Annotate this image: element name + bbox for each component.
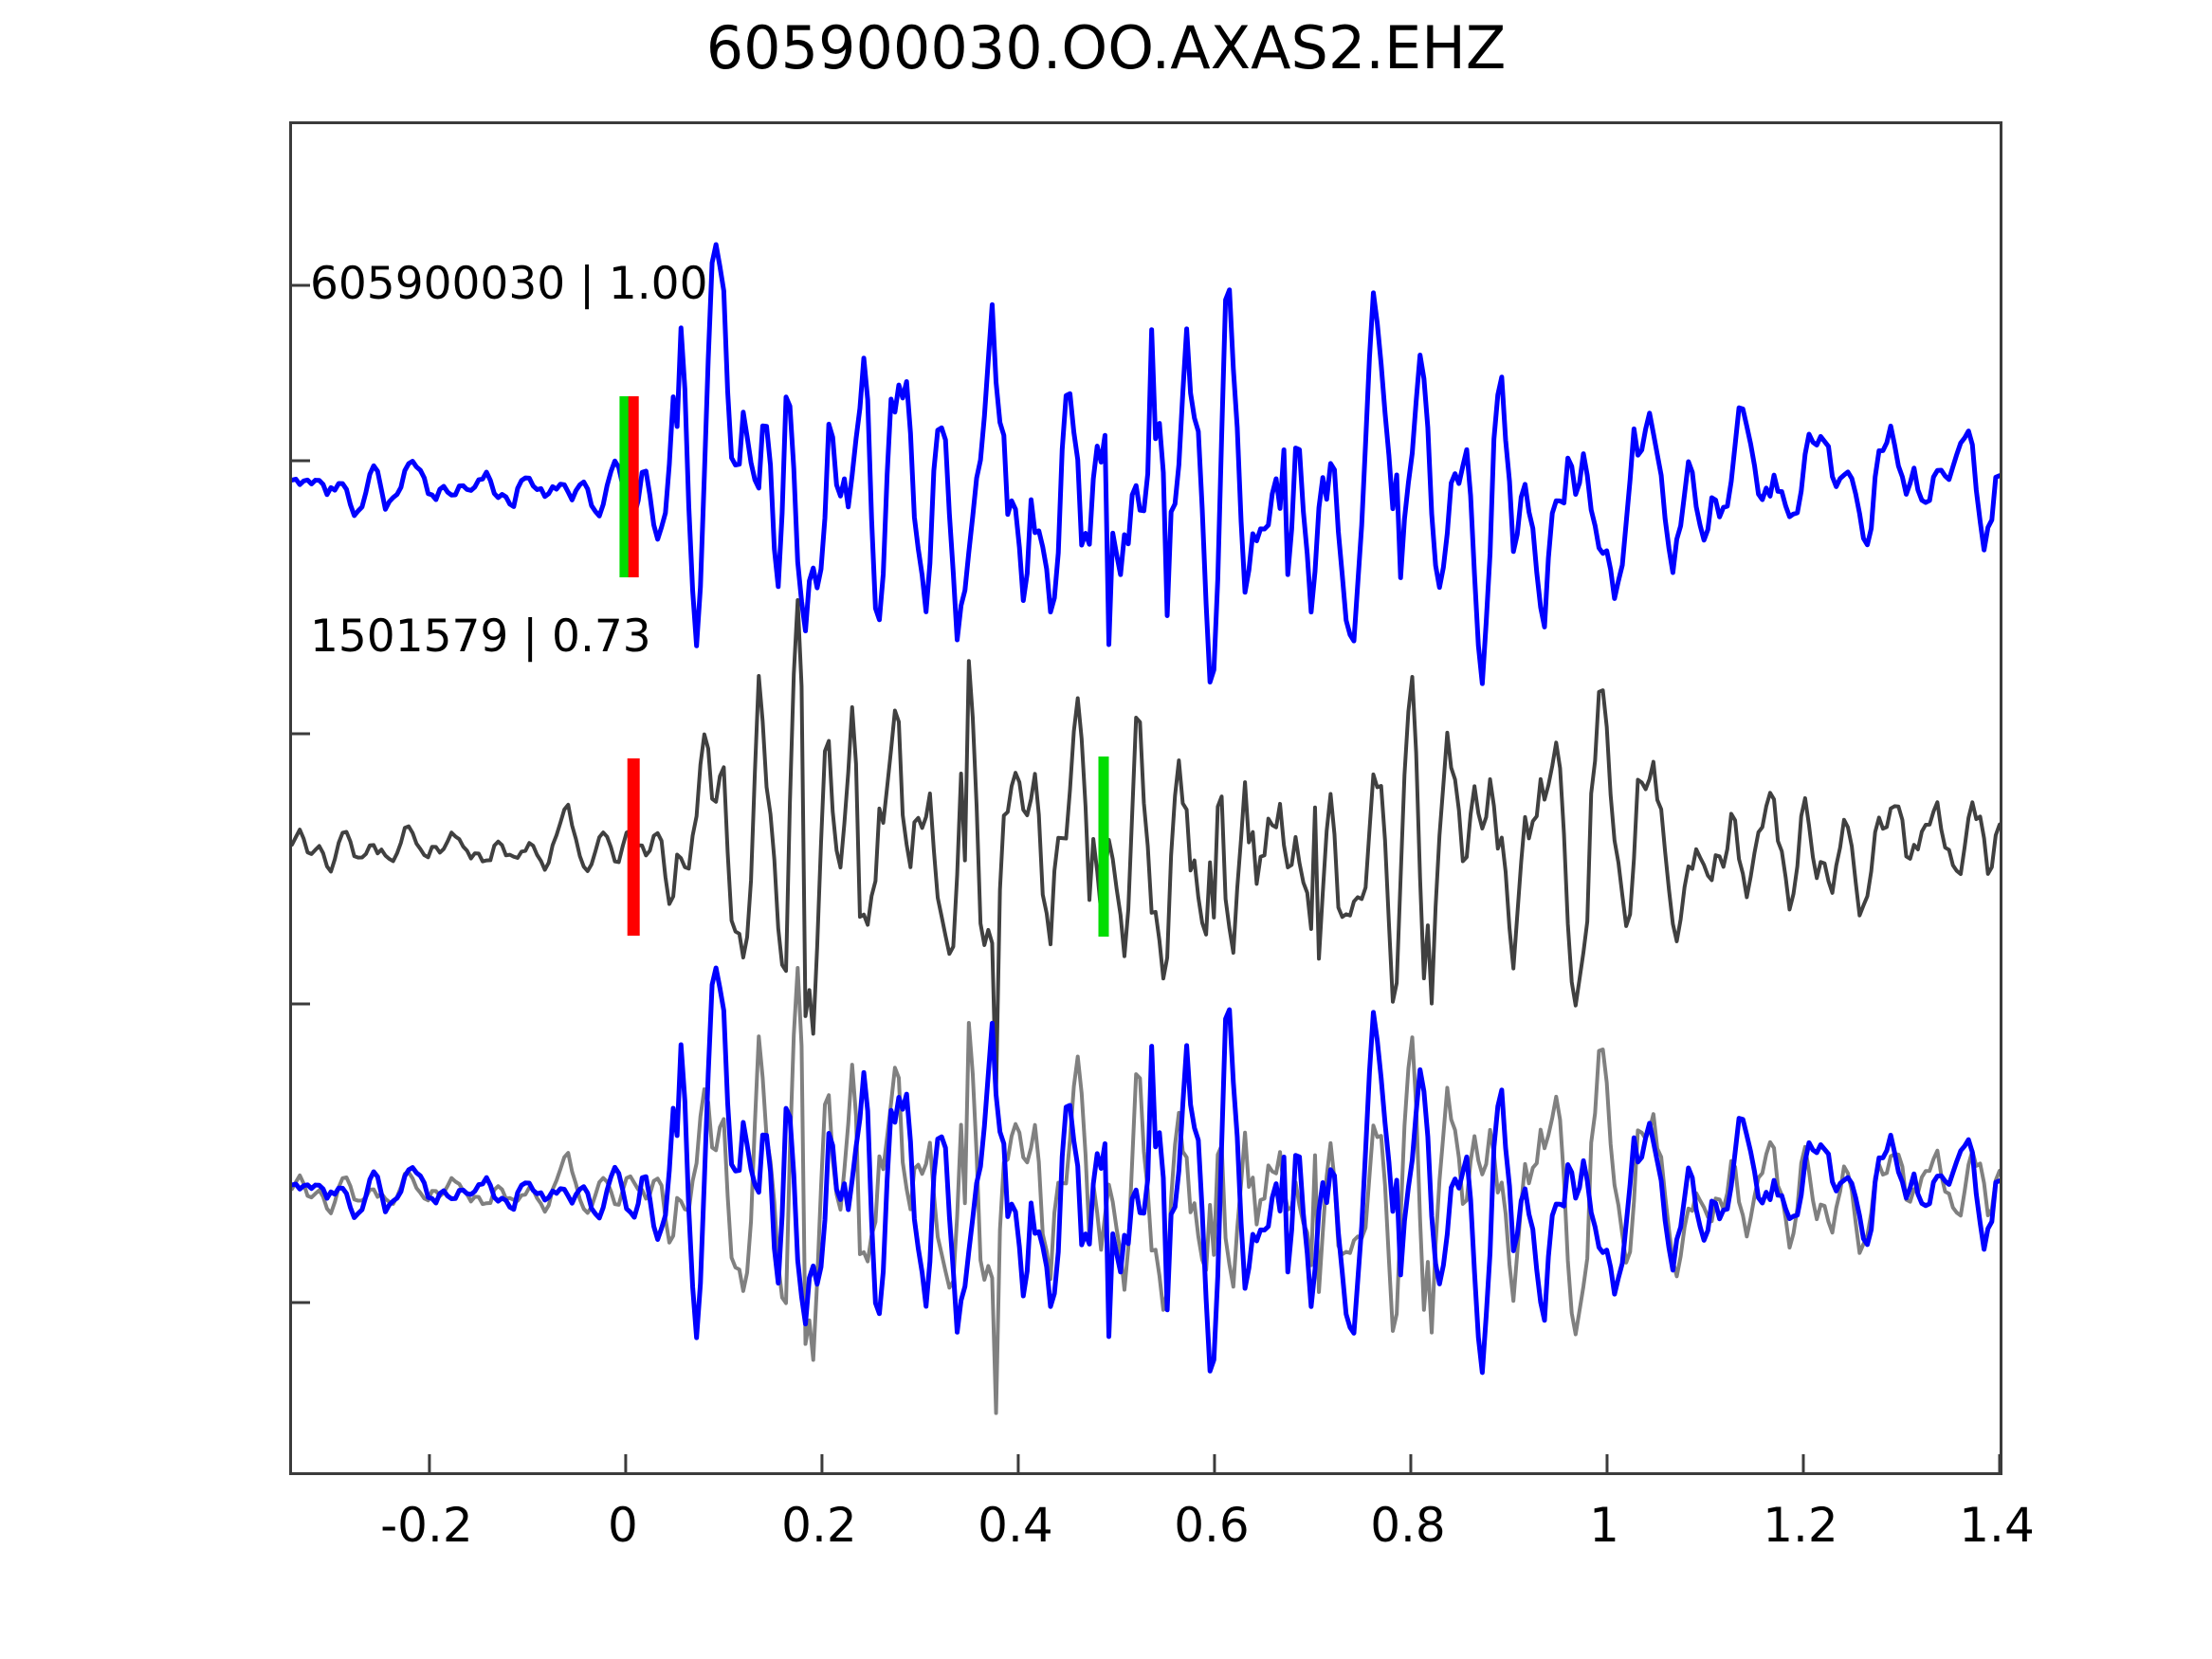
x-tick-label: 1: [1589, 1498, 1619, 1553]
panel-template-trace: [292, 242, 2000, 686]
trace-label-middle: 1501579 | 0.73: [310, 611, 651, 663]
plot-area: 605900030 | 1.00 1501579 | 0.73: [289, 121, 2002, 1475]
x-tick-label: 0.4: [978, 1498, 1053, 1553]
x-tick-label: 1.4: [1959, 1498, 2035, 1553]
pick-marker-p-pick: [628, 396, 639, 577]
pick-marker-p-pick: [627, 758, 640, 936]
trace-template-top: [292, 242, 2000, 686]
pick-marker-s-pick: [1098, 757, 1109, 937]
page-title: 605900030.OO.AXAS2.EHZ: [705, 13, 1507, 82]
trace-detection-middle: [292, 598, 2000, 1095]
x-tick-label: 0.2: [781, 1498, 857, 1553]
x-tick-label: -0.2: [380, 1498, 473, 1553]
panel-detection-trace: [292, 598, 2000, 1095]
y-tick-marks: [292, 283, 2000, 1472]
pick-markers: [619, 396, 1109, 937]
trace-label-top: 605900030 | 1.00: [310, 258, 708, 310]
x-tick-label: 0: [608, 1498, 638, 1553]
x-tick-label: 0.8: [1370, 1498, 1446, 1553]
x-tick-label: 0.6: [1174, 1498, 1250, 1553]
trace-template-overlay: [292, 965, 2000, 1376]
panel-overlay-comparison: [292, 965, 2000, 1415]
waveform-canvas: [292, 242, 2000, 1472]
x-tick-label: 1.2: [1763, 1498, 1838, 1553]
